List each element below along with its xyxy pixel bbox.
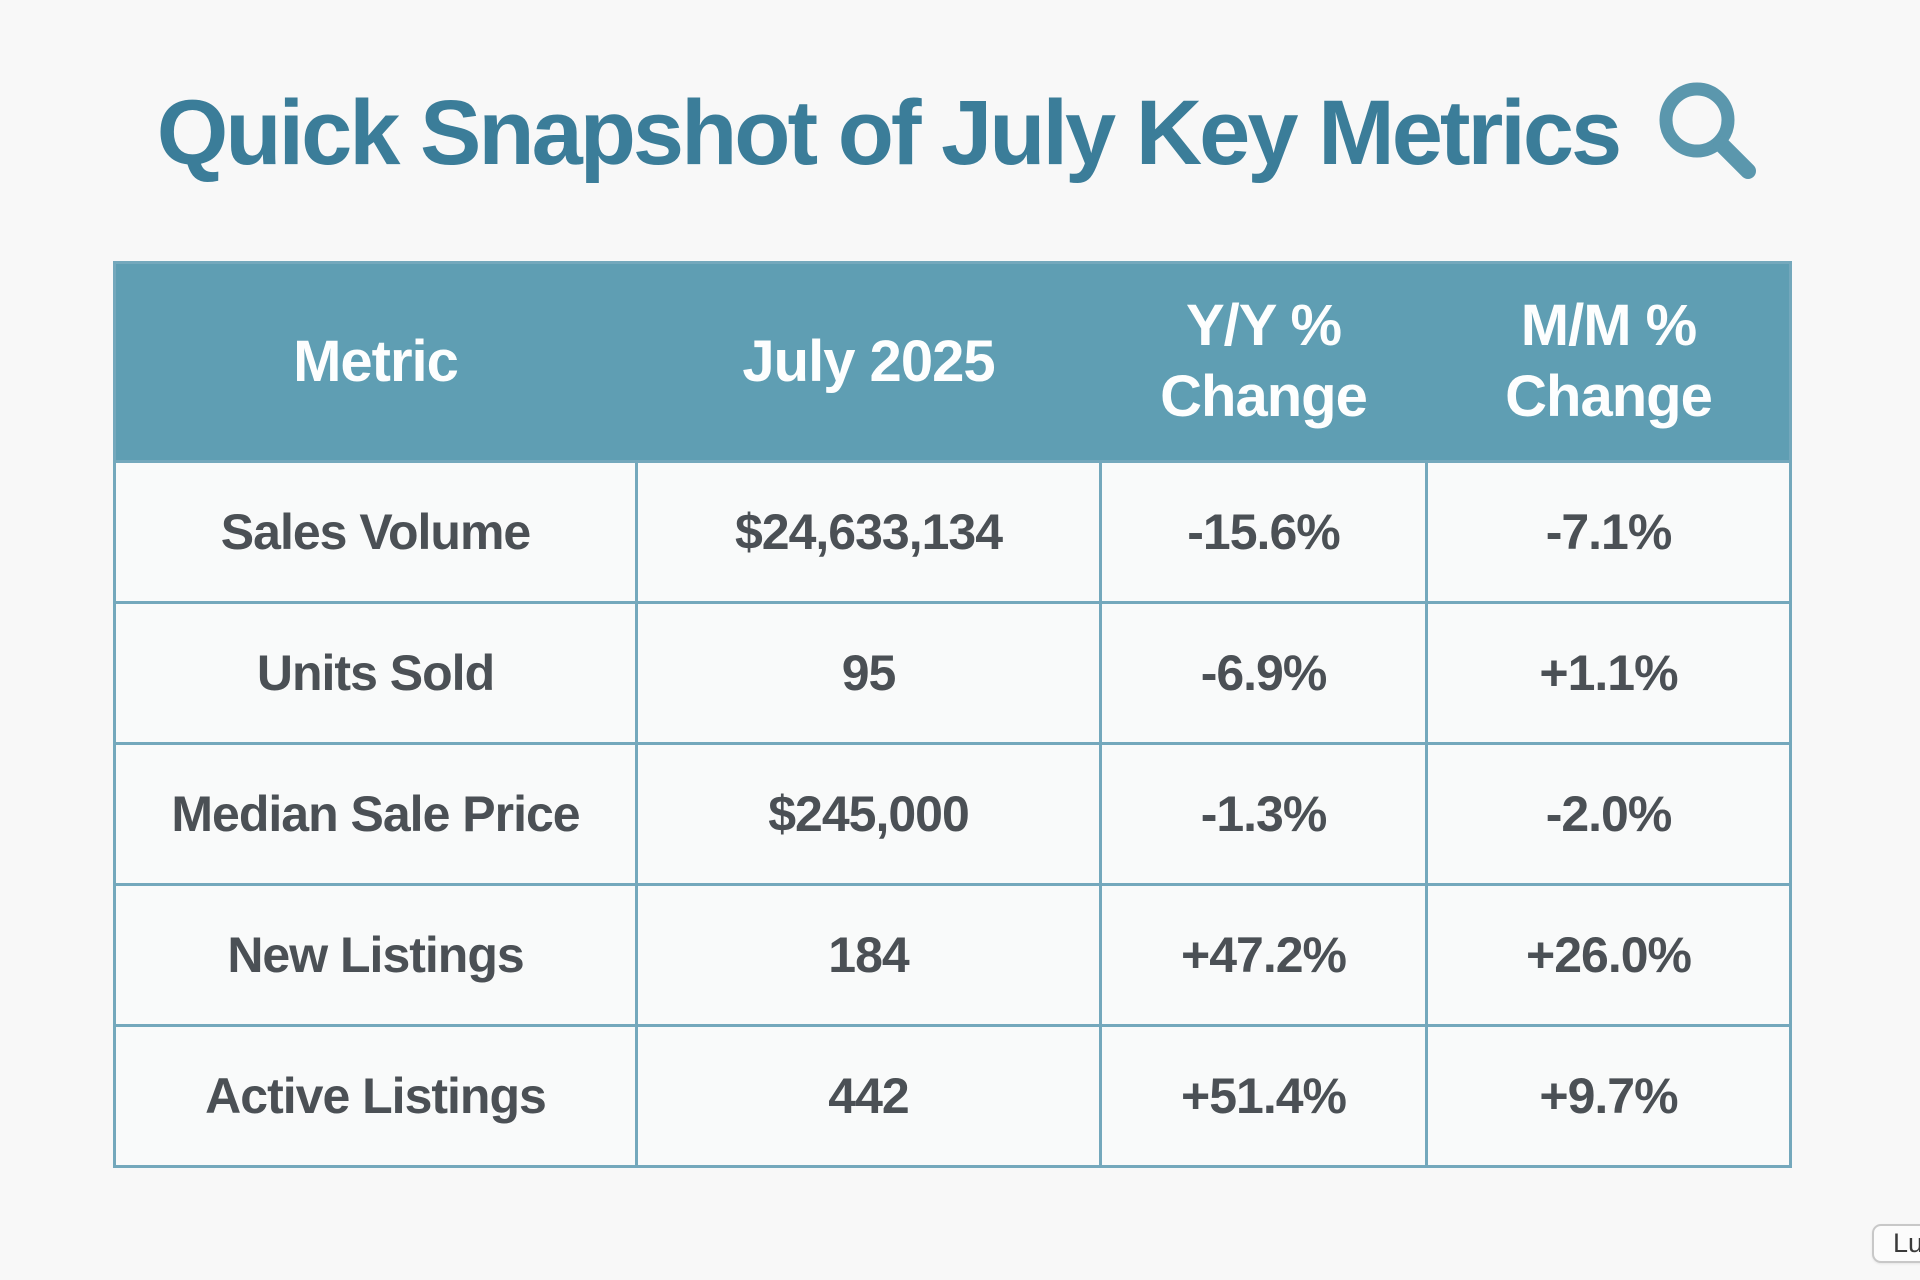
cell-metric: Median Sale Price (116, 745, 635, 883)
cell-yy-change: -6.9% (1102, 604, 1425, 742)
column-header-july-2025: July 2025 (742, 328, 995, 394)
cell-yy-change: -15.6% (1102, 463, 1425, 601)
cell-july-2025: 184 (638, 886, 1099, 1024)
cell-mm-change: -7.1% (1428, 463, 1789, 601)
cell-metric: Active Listings (116, 1027, 635, 1165)
column-header-yy-change: Y/Y % Change (1160, 293, 1368, 429)
cell-yy-change: -1.3% (1102, 745, 1425, 883)
table-row: New Listings 184 +47.2% +26.0% (116, 886, 1789, 1024)
metrics-table: Metric July 2025 Y/Y % Change M/M % Chan… (113, 261, 1792, 1168)
cell-july-2025: 95 (638, 604, 1099, 742)
cell-yy-change: +51.4% (1102, 1027, 1425, 1165)
cell-yy-change: +47.2% (1102, 886, 1425, 1024)
lucid-badge-button[interactable]: Luc (1872, 1224, 1920, 1263)
cell-metric: Units Sold (116, 604, 635, 742)
page-title: Quick Snapshot of July Key Metrics (156, 81, 1622, 184)
cell-mm-change: +9.7% (1428, 1027, 1789, 1165)
table-header-row: Metric July 2025 Y/Y % Change M/M % Chan… (116, 264, 1789, 460)
cell-metric: Sales Volume (116, 463, 635, 601)
column-header-metric: Metric (293, 328, 459, 394)
cell-july-2025: $245,000 (638, 745, 1099, 883)
table-row: Active Listings 442 +51.4% +9.7% (116, 1027, 1789, 1165)
table-row: Median Sale Price $245,000 -1.3% -2.0% (116, 745, 1789, 883)
cell-july-2025: 442 (638, 1027, 1099, 1165)
table-row: Units Sold 95 -6.9% +1.1% (116, 604, 1789, 742)
cell-mm-change: -2.0% (1428, 745, 1789, 883)
title-row: Quick Snapshot of July Key Metrics (0, 58, 1920, 208)
search-icon (1657, 80, 1763, 186)
cell-metric: New Listings (116, 886, 635, 1024)
cell-mm-change: +26.0% (1428, 886, 1789, 1024)
column-header-mm-change: M/M % Change (1505, 293, 1713, 429)
table-row: Sales Volume $24,633,134 -15.6% -7.1% (116, 463, 1789, 601)
cell-july-2025: $24,633,134 (638, 463, 1099, 601)
cell-mm-change: +1.1% (1428, 604, 1789, 742)
